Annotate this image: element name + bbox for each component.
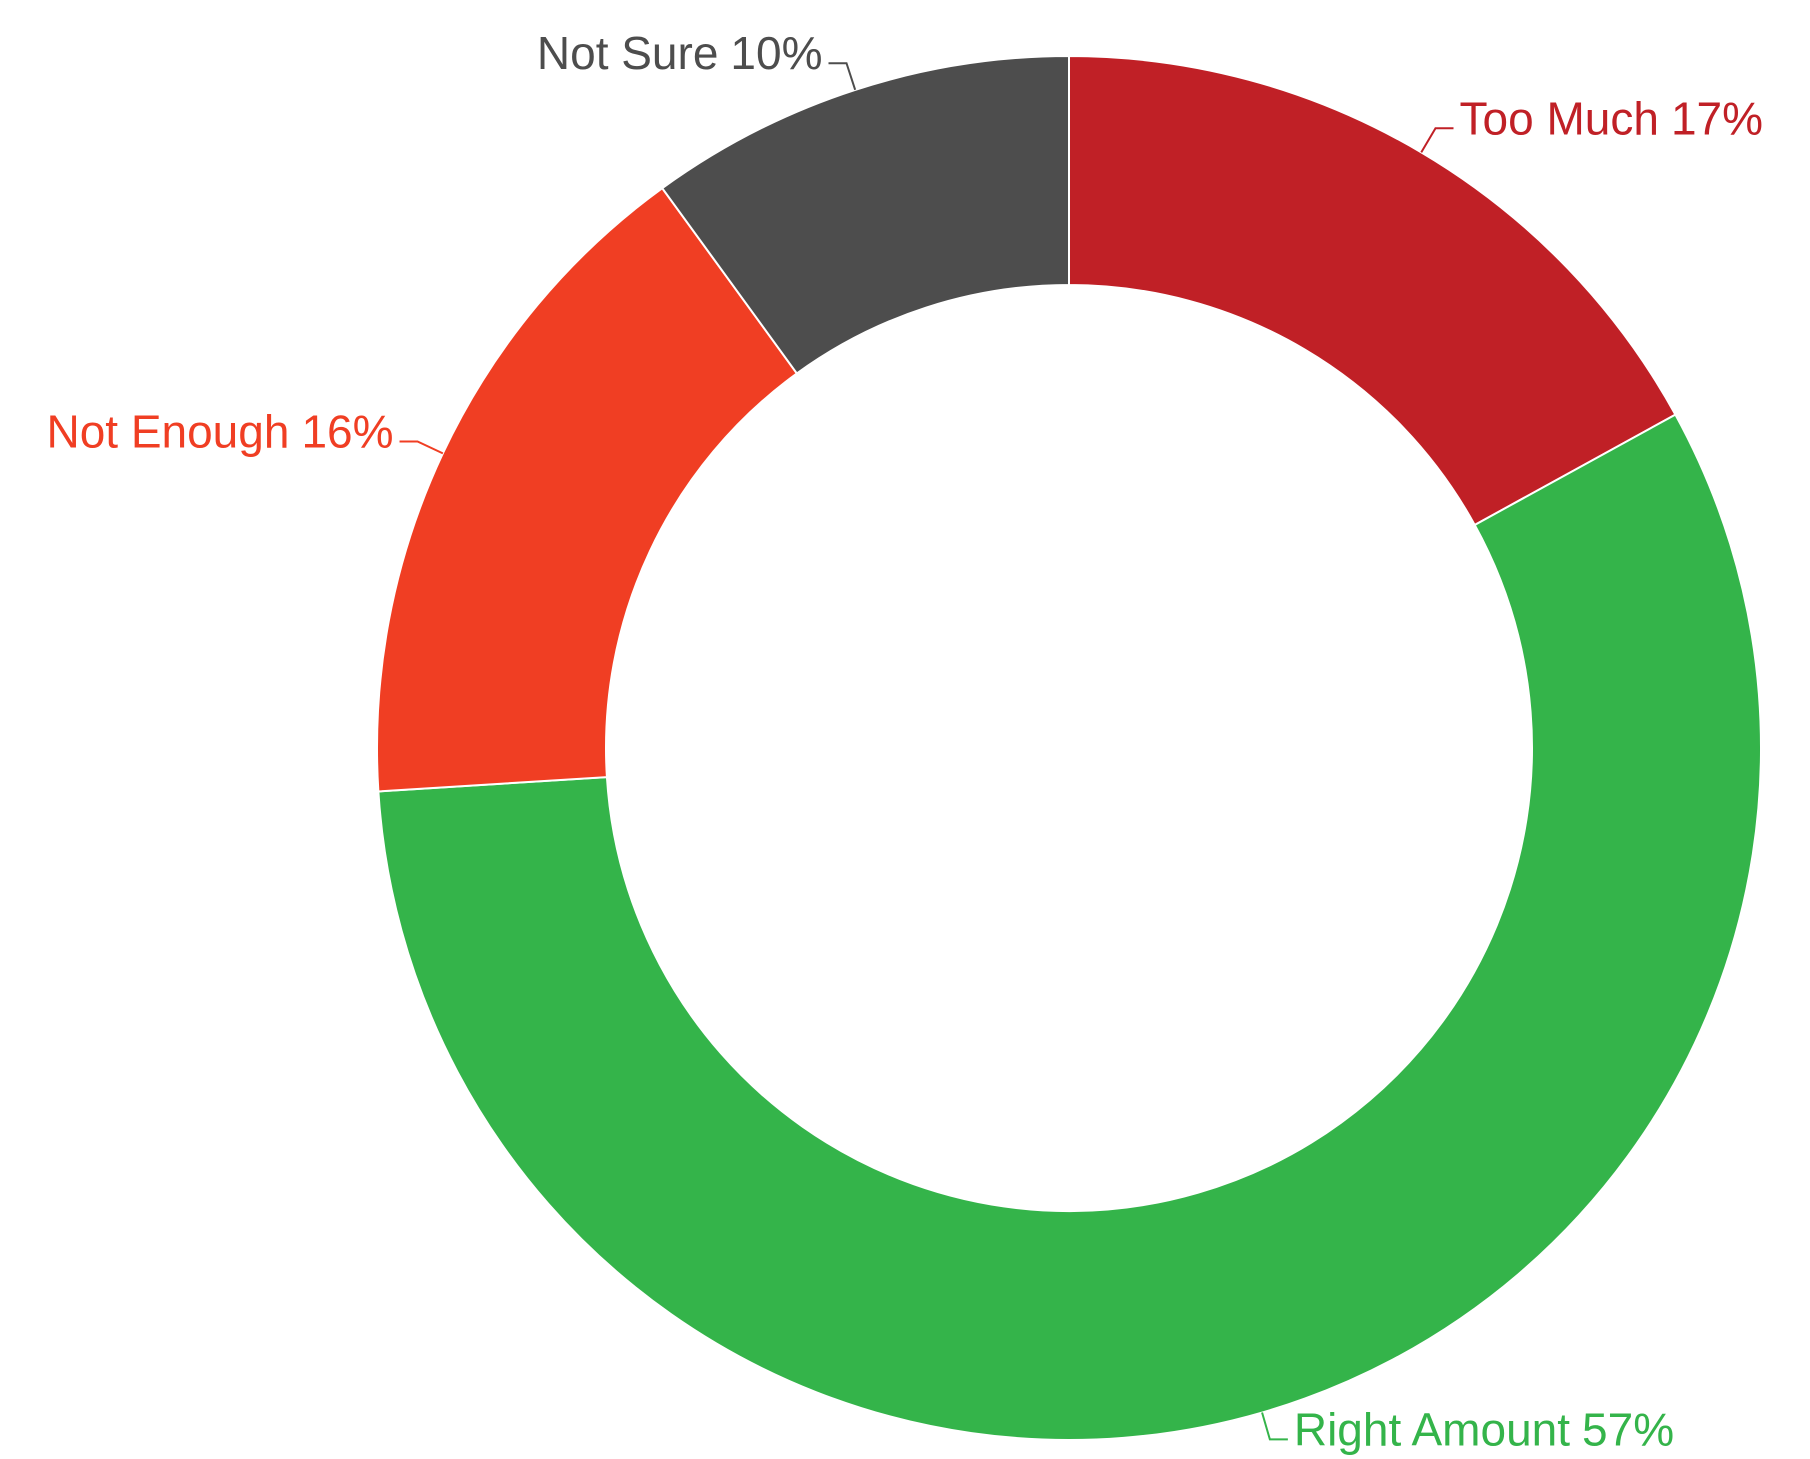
- value-label: 10%: [730, 27, 822, 79]
- donut-slice: [1068, 54, 1677, 527]
- donut-slice: [376, 186, 799, 793]
- data-label: Not Enough 16%: [46, 406, 393, 458]
- leader-line: [828, 62, 857, 91]
- category-label: Not Sure: [537, 27, 719, 79]
- value-label: 57%: [1582, 1404, 1674, 1456]
- value-label: 17%: [1671, 92, 1763, 144]
- data-label: Not Sure 10%: [537, 27, 823, 79]
- leader-line: [399, 440, 444, 455]
- value-label: 16%: [301, 406, 393, 458]
- leader-line: [1261, 1412, 1288, 1441]
- data-label: Too Much 17%: [1460, 92, 1764, 144]
- donut-slice: [377, 413, 1763, 1442]
- data-label: Right Amount 57%: [1294, 1404, 1674, 1456]
- leader-line: [1420, 127, 1454, 153]
- category-label: Too Much: [1460, 92, 1659, 144]
- donut-slice: [660, 54, 1070, 375]
- category-label: Not Enough: [46, 406, 289, 458]
- category-label: Right Amount: [1294, 1404, 1570, 1456]
